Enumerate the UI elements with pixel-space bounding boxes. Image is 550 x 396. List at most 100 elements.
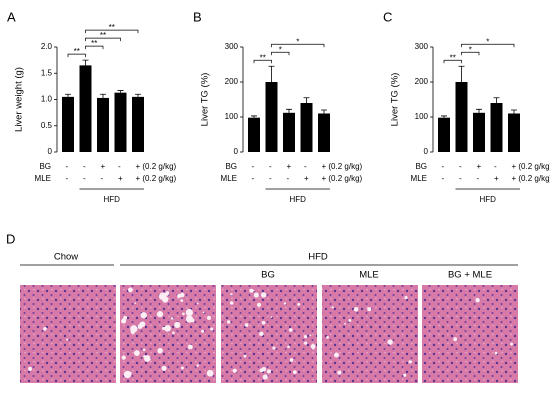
vacuole xyxy=(253,292,259,298)
vacuole xyxy=(283,302,287,305)
vacuole xyxy=(494,351,498,355)
error-bar xyxy=(511,109,517,114)
bar xyxy=(473,112,485,152)
vacuole xyxy=(367,307,372,312)
vacuole xyxy=(260,292,267,298)
vacuole xyxy=(303,334,308,339)
vacuole xyxy=(453,337,458,342)
vacuole xyxy=(185,315,194,323)
error-bar xyxy=(65,93,71,97)
y-tick-label: 0.5 xyxy=(41,121,53,130)
treatment-cell: - xyxy=(83,174,86,183)
vacuole xyxy=(170,317,174,320)
error-bar xyxy=(82,59,89,66)
significance-label: ** xyxy=(74,47,80,56)
treatment-cell: + xyxy=(287,162,292,171)
vacuole xyxy=(174,321,181,329)
condition-label: MLE xyxy=(359,270,379,281)
vacuole xyxy=(206,315,212,321)
group-label: Chow xyxy=(54,252,78,263)
treatment-cell: + xyxy=(304,174,309,183)
significance-bracket xyxy=(85,45,104,50)
error-bar xyxy=(458,65,465,82)
vacuole xyxy=(387,339,393,345)
vacuole xyxy=(232,368,237,373)
y-axis-label: Liver TG (%) xyxy=(390,73,401,127)
vacuole xyxy=(333,352,339,358)
treatment-cell: - xyxy=(66,162,69,171)
vacuole xyxy=(403,373,407,377)
error-bar xyxy=(251,115,257,118)
treatment-cell: + xyxy=(477,162,482,171)
vacuole xyxy=(162,296,169,303)
significance-label: ** xyxy=(91,39,97,48)
bar xyxy=(508,113,520,152)
vacuole xyxy=(121,355,126,360)
histology-image xyxy=(221,285,317,383)
vacuole xyxy=(172,331,175,335)
y-tick-label: 0 xyxy=(234,147,239,156)
vacuole xyxy=(292,370,297,375)
significance-bracket xyxy=(85,37,121,42)
treatment-cell: - xyxy=(494,162,497,171)
vacuole xyxy=(157,347,163,354)
bar xyxy=(318,113,330,152)
error-bar xyxy=(268,65,275,82)
vacuole xyxy=(270,316,273,318)
error-bar xyxy=(321,109,327,114)
vacuole xyxy=(309,334,312,337)
vacuole xyxy=(161,365,167,371)
y-tick-label: 300 xyxy=(415,42,429,51)
treatment-cell: - xyxy=(304,162,307,171)
vacuole xyxy=(289,358,294,362)
vacuole xyxy=(121,318,127,324)
bar xyxy=(97,97,109,152)
vacuole xyxy=(287,345,290,349)
vacuole xyxy=(182,312,185,316)
treatment-cell: - xyxy=(442,174,445,183)
significance-label: * xyxy=(486,37,489,46)
vacuole xyxy=(134,302,137,304)
group-label: HFD xyxy=(104,195,121,204)
treatment-cell: + xyxy=(494,174,499,183)
histology-image xyxy=(322,285,418,383)
y-tick-label: 200 xyxy=(415,77,429,86)
error-bar xyxy=(100,93,106,98)
treatment-cell: - xyxy=(269,174,272,183)
group-label: HFD xyxy=(290,195,307,204)
vacuole xyxy=(206,369,214,377)
y-tick-label: 200 xyxy=(225,77,239,86)
significance-label: ** xyxy=(100,31,106,40)
histology-panel: D Chow HFD BG MLE BG + MLE xyxy=(6,231,518,281)
vacuole xyxy=(196,364,200,367)
treatment-cell: - xyxy=(101,174,104,183)
treatment-cell: - xyxy=(66,174,69,183)
y-tick-label: 100 xyxy=(225,112,239,121)
vacuole xyxy=(475,297,480,303)
vacuole xyxy=(210,327,214,331)
treatment-cell: - xyxy=(287,174,290,183)
vacuole xyxy=(43,326,47,331)
vacuole xyxy=(272,346,276,350)
vacuole xyxy=(140,312,147,319)
y-axis-label: Liver weight (g) xyxy=(14,67,25,132)
group-label: HFD xyxy=(480,195,497,204)
vacuole xyxy=(180,366,184,370)
vacuole xyxy=(256,302,262,308)
panel-letter: C xyxy=(383,9,392,24)
vacuole xyxy=(202,311,205,314)
vacuole xyxy=(344,323,346,325)
vacuole xyxy=(226,320,231,324)
error-bar xyxy=(493,97,500,103)
y-tick-label: 1.5 xyxy=(41,68,53,77)
bar xyxy=(79,65,92,152)
row-label: BG xyxy=(39,162,51,171)
significance-label: * xyxy=(279,45,282,54)
error-bar xyxy=(117,90,124,93)
error-bar xyxy=(286,108,292,113)
vacuole xyxy=(510,342,514,346)
vacuole xyxy=(261,320,266,325)
treatment-cell: + (0.2 g/kg) xyxy=(136,174,177,183)
vacuole xyxy=(244,323,249,327)
vacuole xyxy=(249,288,254,293)
